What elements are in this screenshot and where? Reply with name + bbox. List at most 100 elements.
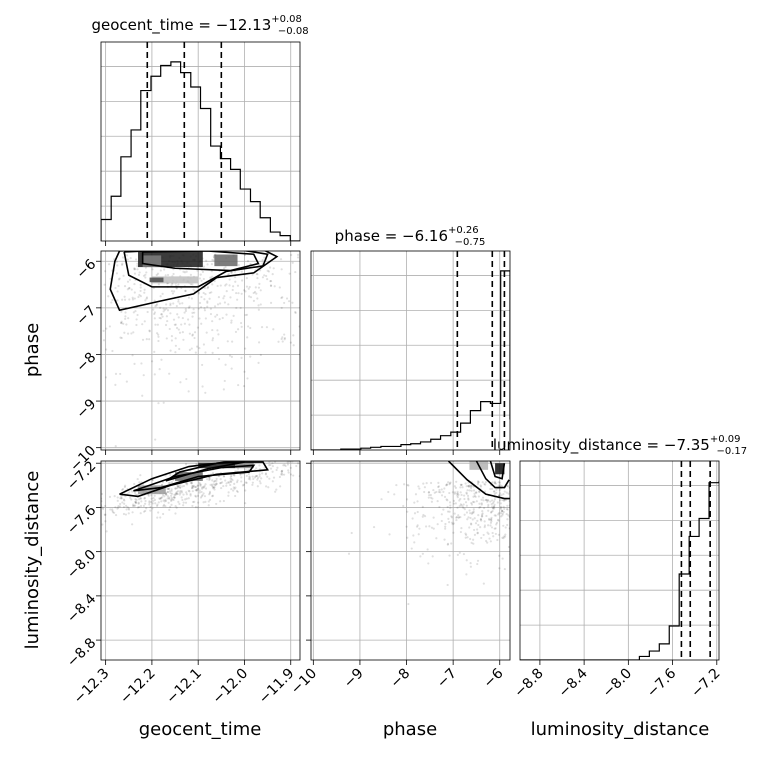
scatter-point	[193, 500, 196, 503]
scatter-point	[503, 535, 507, 538]
scatter-point	[494, 527, 497, 530]
scatter-point	[465, 485, 468, 488]
scatter-point	[126, 505, 129, 509]
scatter-point	[145, 338, 148, 341]
scatter-point	[222, 297, 225, 300]
scatter-point	[224, 265, 227, 269]
scatter-point	[281, 336, 284, 339]
scatter-point	[203, 309, 207, 312]
scatter-point	[213, 486, 216, 489]
scatter-point	[426, 548, 429, 551]
scatter-point	[115, 260, 118, 263]
scatter-point	[535, 516, 537, 518]
scatter-point	[566, 496, 568, 498]
scatter-point	[575, 491, 577, 493]
scatter-point	[205, 331, 208, 334]
scatter-point	[372, 525, 376, 529]
scatter-point	[280, 296, 283, 300]
scatter-point	[211, 328, 214, 332]
scatter-point	[146, 310, 149, 314]
scatter-point	[227, 494, 230, 497]
scatter-point	[235, 291, 238, 295]
scatter-point	[185, 491, 188, 494]
scatter-point	[32, 397, 34, 399]
scatter-point	[159, 269, 162, 272]
scatter-point	[122, 274, 125, 277]
scatter-point	[272, 455, 274, 457]
scatter-point	[464, 501, 468, 504]
scatter-point	[139, 295, 142, 298]
scatter-point	[201, 486, 204, 489]
scatter-point	[139, 497, 143, 500]
scatter-point	[255, 467, 258, 470]
scatter-point	[240, 325, 243, 328]
scatter-point	[120, 495, 123, 498]
scatter-point	[72, 370, 74, 372]
scatter-point	[104, 520, 107, 523]
scatter-point	[460, 483, 463, 487]
scatter-point	[200, 322, 203, 325]
y-tick-label-luminosity_distance: −7.6	[64, 502, 99, 537]
y-tick-label-luminosity_distance: −8.4	[64, 591, 99, 626]
scatter-point	[477, 523, 480, 527]
scatter-point	[57, 533, 59, 535]
scatter-point	[132, 504, 136, 507]
scatter-point	[236, 328, 240, 331]
scatter-point	[440, 513, 443, 516]
scatter-point	[166, 490, 169, 494]
scatter-point	[517, 481, 519, 483]
scatter-point	[253, 476, 256, 479]
scatter-point	[269, 301, 273, 305]
scatter-point	[547, 499, 549, 501]
x-tick-label-phase: −6	[481, 665, 507, 691]
scatter-point	[549, 509, 551, 511]
scatter-point	[215, 482, 218, 486]
scatter-point	[459, 515, 462, 519]
scatter-point	[287, 300, 291, 303]
scatter-point	[47, 257, 49, 259]
scatter-point	[450, 515, 453, 518]
scatter-point	[206, 300, 209, 303]
scatter-point	[410, 547, 413, 550]
scatter-point	[240, 292, 243, 295]
scatter-point	[548, 494, 550, 496]
scatter-point	[123, 502, 126, 505]
scatter-point	[67, 325, 69, 327]
scatter-point	[101, 492, 104, 496]
scatter-point	[128, 491, 131, 494]
scatter-point	[315, 446, 317, 448]
y-tick-label-phase: −6	[73, 256, 99, 282]
scatter-point	[507, 492, 510, 495]
scatter-point	[196, 494, 200, 498]
scatter-point	[203, 286, 207, 290]
scatter-point	[152, 499, 155, 502]
scatter-point	[258, 282, 261, 285]
panel-frame	[519, 460, 720, 661]
scatter-point	[280, 306, 283, 310]
scatter-point	[443, 538, 446, 541]
scatter-point	[494, 514, 497, 517]
scatter-point	[121, 298, 124, 301]
scatter-point	[123, 499, 126, 502]
scatter-point	[238, 458, 240, 460]
scatter-point	[211, 339, 214, 342]
scatter-point	[452, 531, 455, 534]
scatter-point	[429, 496, 433, 499]
scatter-point	[223, 301, 227, 304]
scatter-point	[202, 265, 206, 268]
scatter-point	[502, 524, 505, 527]
scatter-point	[175, 492, 178, 495]
scatter-point	[486, 541, 489, 544]
scatter-point	[104, 504, 107, 508]
scatter-point	[282, 464, 285, 467]
scatter-point	[236, 490, 239, 494]
scatter-point	[523, 499, 525, 501]
scatter-point	[319, 452, 321, 454]
scatter-point	[449, 507, 452, 510]
scatter-point	[209, 483, 212, 487]
scatter-point	[530, 504, 532, 506]
scatter-point	[514, 488, 516, 490]
scatter-point	[466, 489, 469, 492]
scatter-point	[211, 275, 214, 278]
scatter-point	[257, 304, 260, 307]
